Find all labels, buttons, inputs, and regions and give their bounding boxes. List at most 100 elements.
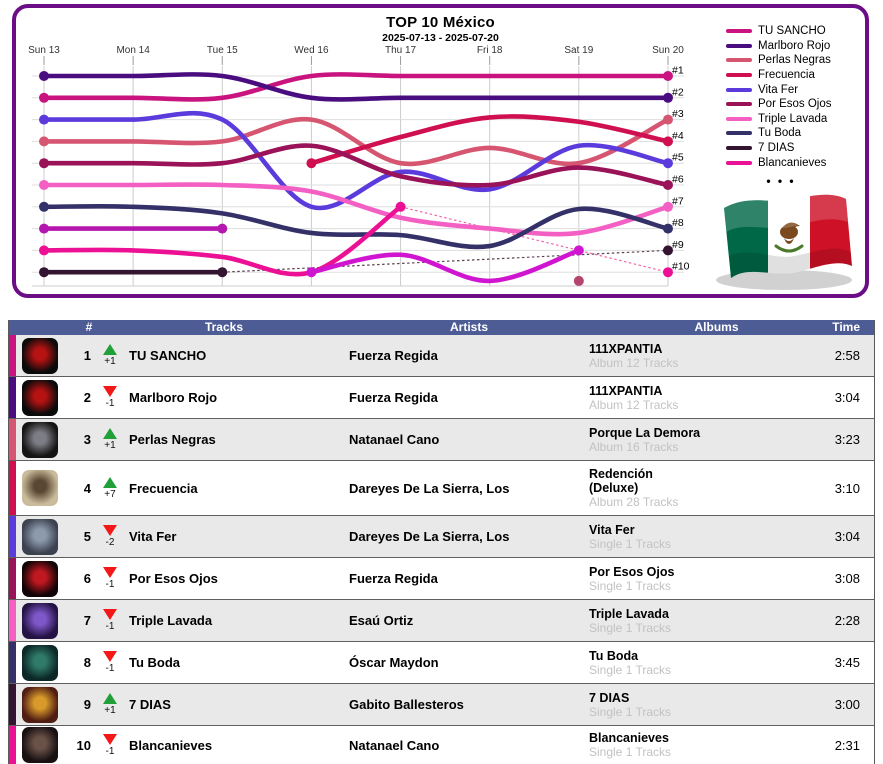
artist-name: Natanael Cano	[349, 432, 440, 447]
rank-change-value: -2	[105, 537, 115, 548]
table-row[interactable]: 8 -1 Tu Boda Óscar Maydon Tu Boda Single 1 Tr…	[9, 642, 874, 684]
table-row[interactable]: 7 -1 Triple Lavada Esaú Ortiz Triple Lavada S…	[9, 600, 874, 642]
rank-change-value: +7	[104, 488, 116, 500]
day-label: Thu 17	[385, 45, 417, 56]
day-label: Sun 13	[28, 45, 60, 56]
series-line-por-esos-ojos	[41, 143, 671, 188]
table-row[interactable]: 6 -1 Por Esos Ojos Fuerza Regida Por Esos Oj…	[9, 558, 874, 600]
legend-swatch	[726, 58, 752, 63]
rank-label: #2	[672, 86, 684, 98]
legend-item[interactable]: Marlboro Rojo	[726, 39, 860, 54]
series-endpoint-dot	[662, 223, 673, 234]
rank-label: #8	[672, 217, 684, 229]
rank-down-icon	[103, 567, 117, 578]
dotted-rank-link	[222, 249, 669, 273]
album-art	[22, 337, 58, 374]
track-title: Perlas Negras	[129, 432, 216, 447]
album-name: 7 DIAS	[589, 690, 630, 705]
series-endpoint-dot	[662, 267, 673, 278]
series-endpoint-dot	[573, 245, 584, 256]
legend-item[interactable]: Frecuencia	[726, 68, 860, 83]
day-label: Fri 18	[477, 45, 503, 56]
album-name: Vita Fer	[589, 522, 635, 537]
series-endpoint-dot	[39, 158, 49, 169]
table-row[interactable]: 9 +1 7 DIAS Gabito Ballesteros 7 DIAS Single …	[9, 684, 874, 726]
table-row[interactable]: 1 +1 TU SANCHO Fuerza Regida 111XPANTIA Album…	[9, 335, 874, 377]
track-time: 3:04	[834, 529, 860, 544]
series-line-unlabeled-run	[309, 248, 582, 284]
table-row[interactable]: 5 -2 Vita Fer Dareyes De La Sierra, Los Vita…	[9, 516, 874, 558]
legend-swatch	[726, 116, 752, 121]
album-info: Single 1 Tracks	[589, 578, 672, 593]
legend-item[interactable]: Por Esos Ojos	[726, 97, 860, 112]
rank-change-value: +1	[104, 705, 116, 716]
legend-more-indicator: • • •	[766, 173, 796, 188]
series-endpoint-dot	[662, 245, 673, 256]
rank-number: 10	[76, 737, 91, 753]
track-color-bar	[9, 642, 16, 683]
album-cell: Triple Lavada Single 1 Tracks	[589, 600, 849, 641]
legend-item[interactable]: TU SANCHO	[726, 24, 860, 39]
album-info: Album 12 Tracks	[589, 355, 679, 370]
rank-change: +1	[97, 419, 123, 460]
legend-item[interactable]: Blancanieves	[726, 155, 860, 170]
album-art	[22, 518, 58, 555]
rank-down-icon	[103, 386, 117, 397]
series-endpoint-dot	[306, 267, 317, 278]
artist-name: Fuerza Regida	[349, 348, 438, 363]
legend-item[interactable]: Perlas Negras	[726, 53, 860, 68]
series-endpoint-dot	[39, 114, 49, 125]
series-endpoint-dot	[39, 136, 49, 147]
series-endpoint-dot	[217, 267, 228, 278]
series-endpoint-dot	[39, 180, 49, 190]
album-art	[22, 602, 58, 639]
album-cell: 111XPANTIA Album 12 Tracks	[589, 377, 849, 418]
series-endpoint-dot	[662, 114, 673, 125]
table-row[interactable]: 2 -1 Marlboro Rojo Fuerza Regida 111XPANTIA A…	[9, 377, 874, 419]
legend-item[interactable]: Vita Fer	[726, 82, 860, 97]
artist-name: Natanael Cano	[349, 737, 440, 753]
track-color-bar	[9, 335, 16, 376]
artist-name: Gabito Ballesteros	[349, 697, 464, 712]
rank-change: +7	[97, 461, 123, 515]
legend-item[interactable]: 7 DIAS	[726, 141, 860, 156]
track-time: 2:28	[834, 613, 860, 628]
rank-label: #4	[672, 130, 684, 142]
day-label: Sun 20	[652, 45, 684, 56]
track-color-bar	[9, 377, 16, 418]
track-title: Tu Boda	[129, 655, 181, 670]
legend-item[interactable]: Tu Boda	[726, 126, 860, 141]
album-info: Single 1 Tracks	[589, 745, 672, 759]
album-cell: Por Esos Ojos Single 1 Tracks	[589, 558, 849, 599]
legend-item[interactable]: Triple Lavada	[726, 112, 860, 127]
header-tracks: Tracks	[204, 320, 244, 334]
series-endpoint-dot	[395, 201, 406, 212]
rank-change-value: -1	[105, 621, 115, 632]
table-row[interactable]: 3 +1 Perlas Negras Natanael Cano Porque La D…	[9, 419, 874, 461]
album-name: (Deluxe)	[589, 481, 639, 495]
bump-chart: Sun 13 Mon 14 Tue 15 Wed 16 Thu 17 Fri 18 Sat …	[28, 45, 690, 287]
series-endpoint-dot	[39, 223, 49, 234]
artist-name: Fuerza Regida	[349, 571, 438, 586]
track-color-bar	[9, 516, 16, 557]
track-time: 3:45	[834, 655, 860, 670]
rank-change: -2	[97, 516, 123, 557]
album-name: Tu Boda	[589, 648, 639, 663]
legend-label: Por Esos Ojos	[758, 98, 832, 111]
rank-number: 4	[83, 480, 91, 496]
album-name: Blancanieves	[589, 731, 669, 745]
album-info: Album 12 Tracks	[589, 397, 679, 412]
rank-number: 5	[83, 529, 91, 544]
track-color-bar	[9, 419, 16, 460]
table-row[interactable]: 10 -1 Blancanieves Natanael Cano Blancanieve…	[9, 726, 874, 764]
table-row[interactable]: 4 +7 Frecuencia Dareyes De La Sierra, Los Re…	[9, 461, 874, 516]
legend-label: 7 DIAS	[758, 142, 795, 155]
track-title: Por Esos Ojos	[129, 571, 218, 586]
track-time: 3:04	[834, 390, 860, 405]
track-color-bar	[9, 684, 16, 725]
rank-up-icon	[103, 428, 117, 439]
rank-label: #9	[672, 239, 684, 251]
album-cell: Porque La Demora Album 16 Tracks	[589, 419, 849, 460]
rank-change-value: -1	[105, 745, 115, 757]
